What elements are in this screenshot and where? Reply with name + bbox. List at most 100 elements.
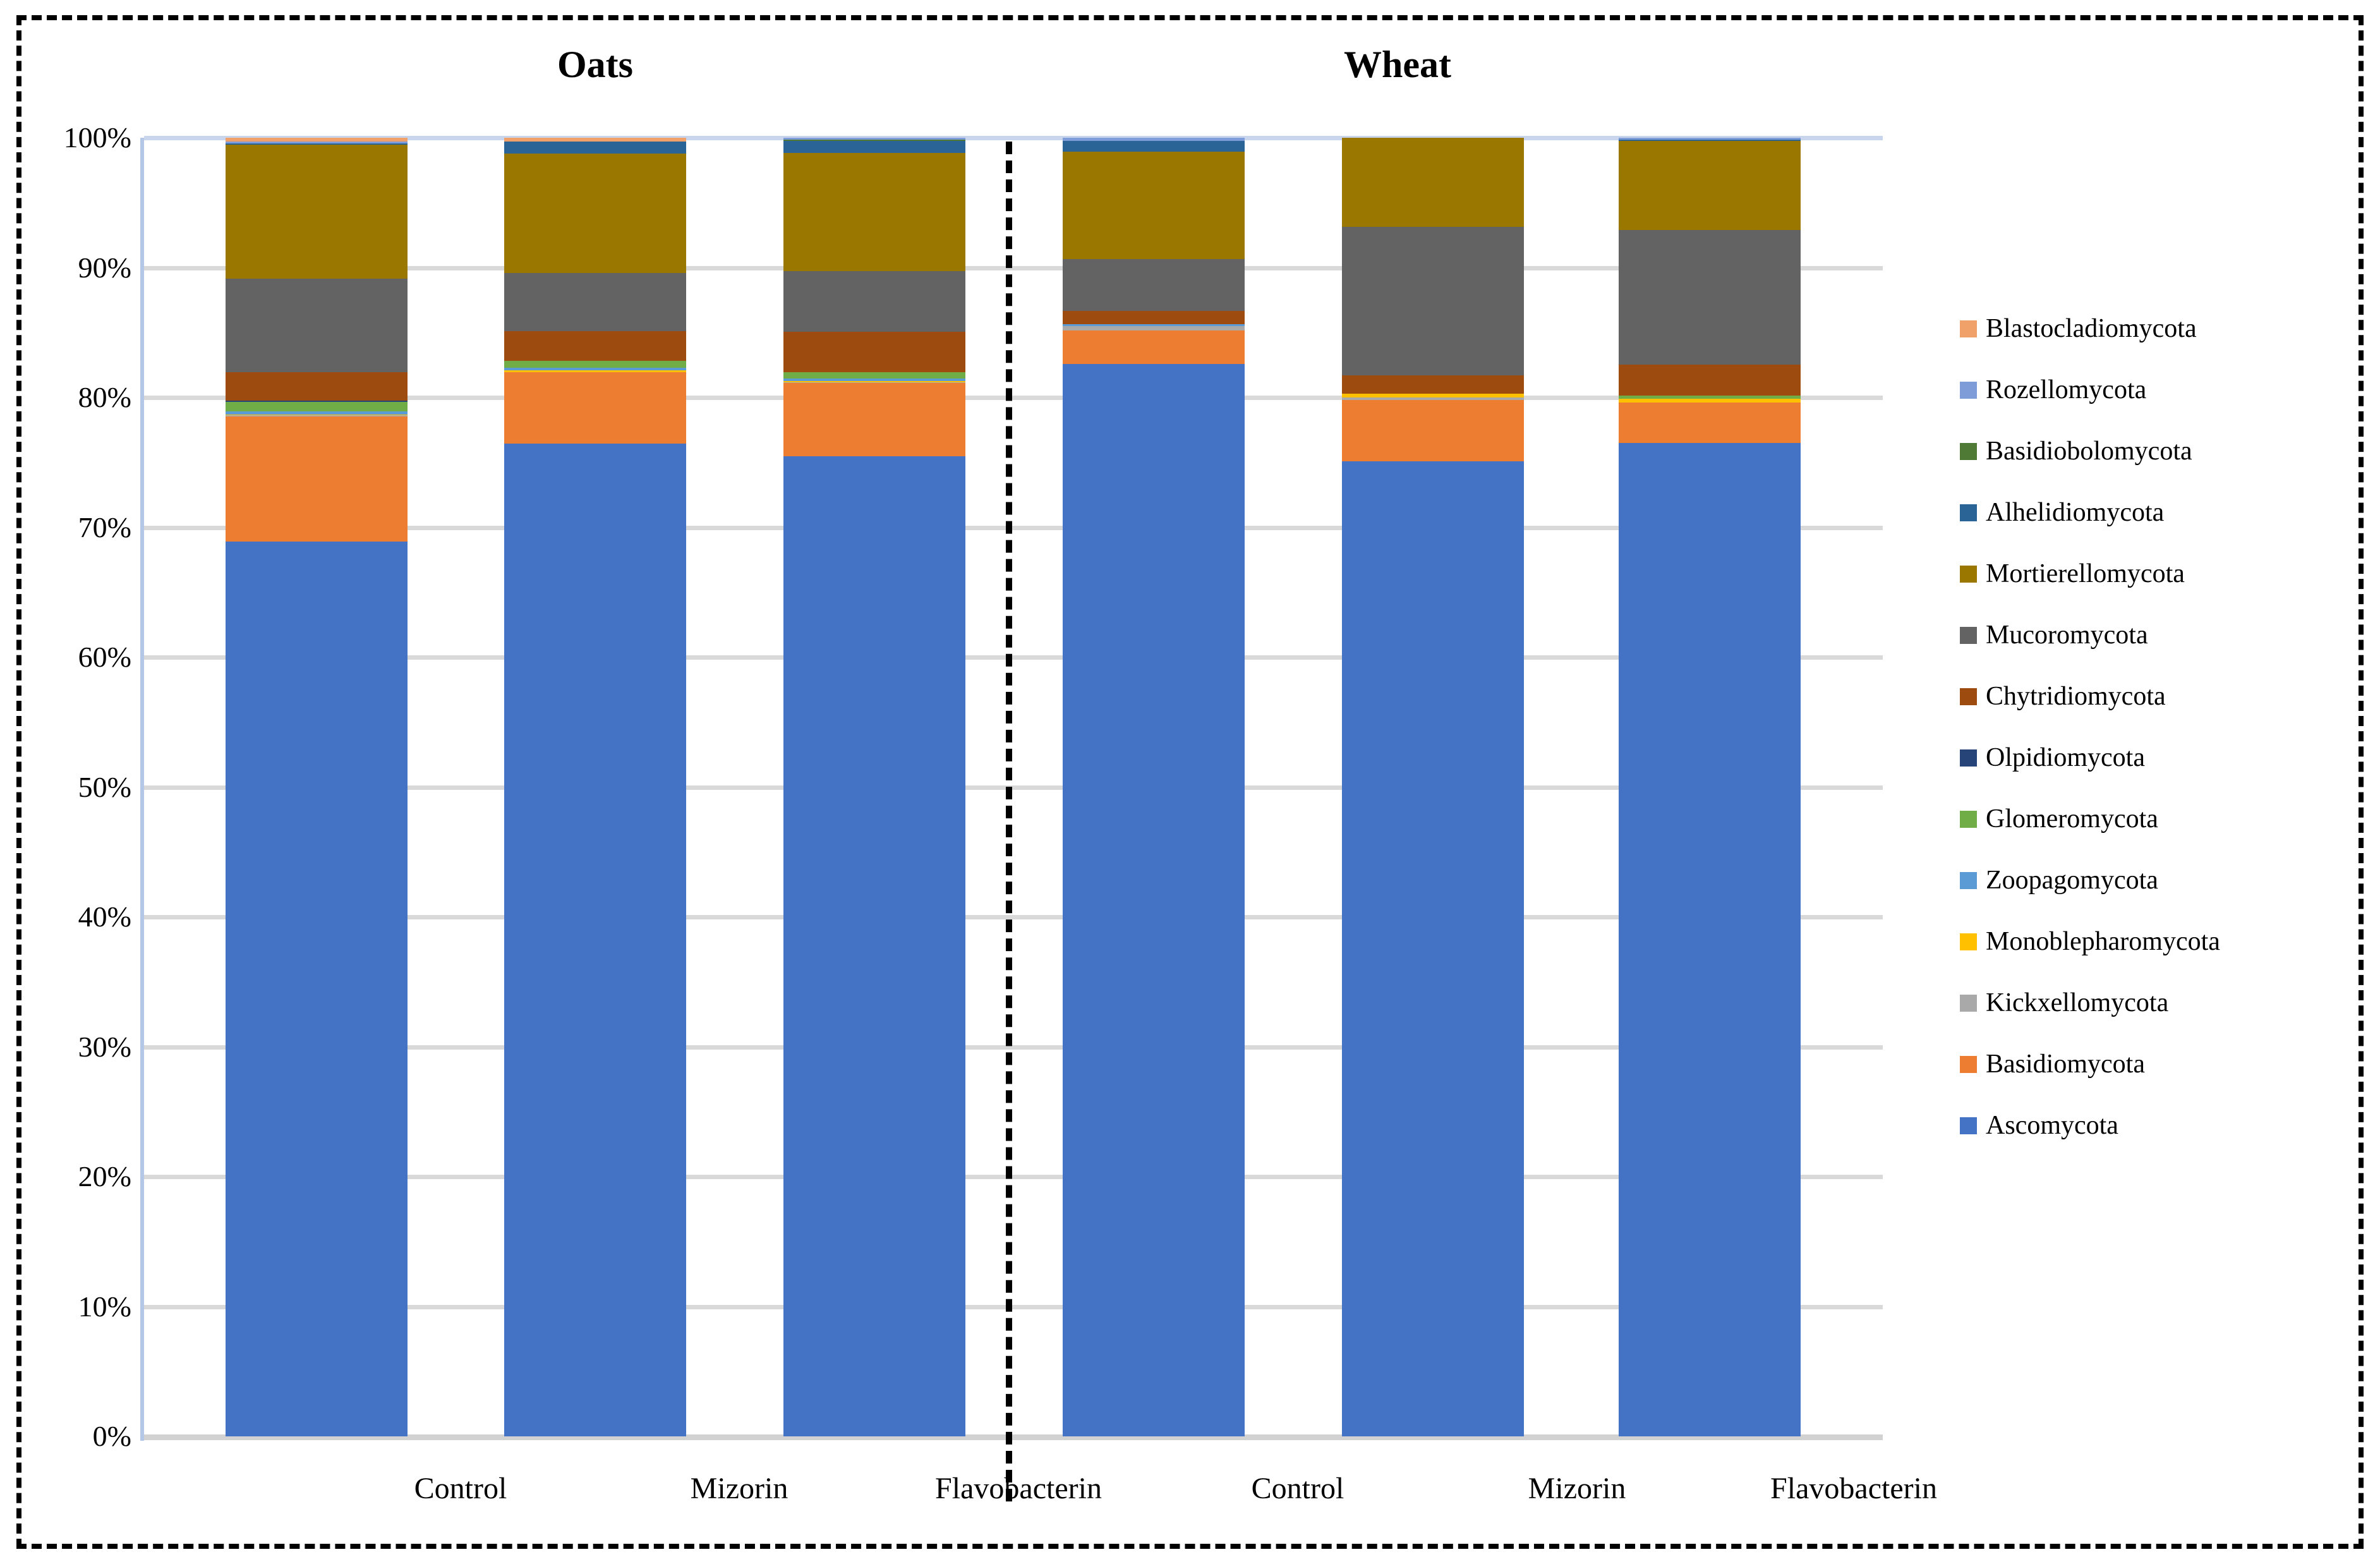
- segment-mucoromycota: [1619, 229, 1801, 365]
- segment-rozellomycota: [783, 138, 965, 140]
- y-tick-label-40: 40%: [78, 900, 131, 933]
- legend-item-olpidiomycota: Olpidiomycota: [1960, 743, 2145, 772]
- y-tick-label-100: 100%: [63, 121, 131, 154]
- segment-ascomycota: [226, 542, 408, 1436]
- y-tick-label-80: 80%: [78, 381, 131, 413]
- legend-item-zoopagomycota: Zoopagomycota: [1960, 866, 2158, 895]
- segment-glomeromycota: [1619, 395, 1801, 399]
- group-divider-dashed-line: [1006, 142, 1012, 1501]
- segment-mortierellomycota: [1619, 141, 1801, 230]
- segment-alhelidiomycota: [226, 143, 408, 145]
- legend-swatch-icon: [1960, 871, 1977, 889]
- y-tick-label-90: 90%: [78, 252, 131, 284]
- segment-ascomycota: [504, 443, 686, 1436]
- gridline-100: [144, 136, 1883, 140]
- segment-rozellomycota: [226, 142, 408, 144]
- segment-mucoromycota: [783, 270, 965, 332]
- legend-swatch-icon: [1960, 1117, 1977, 1134]
- legend-label: Glomeromycota: [1986, 804, 2158, 834]
- segment-basidiomycota: [1063, 330, 1245, 364]
- segment-ascomycota: [1063, 363, 1245, 1436]
- category-label-1-control: Control: [414, 1472, 507, 1505]
- segment-mucoromycota: [1063, 259, 1245, 312]
- legend-swatch-icon: [1960, 1055, 1977, 1073]
- gridline-20: [144, 1175, 1883, 1179]
- segment-mortierellomycota: [1342, 138, 1524, 227]
- legend-label: Blastocladiomycota: [1986, 314, 2197, 343]
- segment-alhelidiomycota: [504, 142, 686, 154]
- segment-monoblepharomycota: [783, 381, 965, 383]
- gridline-70: [144, 526, 1883, 530]
- legend-label: Mucoromycota: [1986, 621, 2148, 650]
- legend-swatch-icon: [1960, 504, 1977, 521]
- legend-item-basidiomycota: Basidiomycota: [1960, 1050, 2145, 1079]
- segment-ascomycota: [783, 456, 965, 1436]
- legend-label: Chytridiomycota: [1986, 682, 2166, 711]
- legend-label: Kickxellomycota: [1986, 988, 2169, 1017]
- segment-rozellomycota: [1619, 138, 1801, 140]
- stacked-bar-oats-mizorin: [504, 138, 686, 1436]
- legend-item-kickxellomycota: Kickxellomycota: [1960, 988, 2169, 1017]
- segment-kickxellomycota: [783, 382, 965, 384]
- legend-swatch-icon: [1960, 688, 1977, 705]
- segment-blastocladiomycota: [226, 138, 408, 142]
- legend-item-mortierellomycota: Mortierellomycota: [1960, 559, 2185, 588]
- gridline-80: [144, 396, 1883, 400]
- legend-label: Ascomycota: [1986, 1111, 2118, 1140]
- stacked-bar-wheat-control: [1063, 138, 1245, 1436]
- segment-mortierellomycota: [226, 145, 408, 279]
- legend-label: Olpidiomycota: [1986, 743, 2145, 772]
- legend-label: Zoopagomycota: [1986, 866, 2158, 895]
- legend-item-rozellomycota: Rozellomycota: [1960, 377, 2146, 403]
- segment-zoopagomycota: [1063, 324, 1245, 326]
- segment-monoblepharomycota: [1342, 393, 1524, 397]
- plot-area: [144, 136, 1883, 1440]
- y-tick-label-10: 10%: [78, 1290, 131, 1323]
- legend-swatch-icon: [1960, 565, 1977, 583]
- segment-basidiomycota: [783, 383, 965, 457]
- legend-swatch-icon: [1960, 810, 1977, 828]
- gridline-50: [144, 785, 1883, 790]
- segment-alhelidiomycota: [1619, 140, 1801, 142]
- stacked-bar-oats-flavobacterin: [783, 138, 965, 1436]
- category-label-4-control: Control: [1251, 1472, 1344, 1505]
- segment-mortierellomycota: [1063, 151, 1245, 260]
- legend-swatch-icon: [1960, 933, 1977, 950]
- segment-zoopagomycota: [783, 379, 965, 382]
- legend-swatch-icon: [1960, 626, 1977, 644]
- segment-ascomycota: [1342, 461, 1524, 1436]
- legend-item-blastocladiomycota: Blastocladiomycota: [1960, 314, 2197, 343]
- gridline-60: [144, 655, 1883, 660]
- segment-glomeromycota: [783, 372, 965, 379]
- gridline-90: [144, 266, 1883, 270]
- segment-alhelidiomycota: [783, 141, 965, 153]
- category-label-3-flavobacterin: Flavobacterin: [935, 1472, 1102, 1505]
- gridline-10: [144, 1305, 1883, 1309]
- legend-label: Mortierellomycota: [1986, 559, 2185, 588]
- segment-mucoromycota: [226, 278, 408, 372]
- legend-label: Basidiomycota: [1986, 1050, 2145, 1079]
- segment-basidiomycota: [504, 372, 686, 444]
- y-tick-label-70: 70%: [78, 511, 131, 543]
- segment-alhelidiomycota: [1063, 141, 1245, 152]
- y-tick-label-50: 50%: [78, 771, 131, 803]
- segment-olpidiomycota: [226, 401, 408, 403]
- legend-swatch-icon: [1960, 320, 1977, 337]
- gridline-40: [144, 915, 1883, 919]
- segment-basidiomycota: [1342, 400, 1524, 461]
- segment-chytridiomycota: [783, 332, 965, 372]
- y-tick-label-20: 20%: [78, 1160, 131, 1192]
- group-title-oats: Oats: [557, 44, 633, 85]
- segment-monoblepharomycota: [504, 370, 686, 372]
- segment-kickxellomycota: [1063, 325, 1245, 331]
- legend-swatch-icon: [1960, 994, 1977, 1012]
- segment-basidiomycota: [1619, 403, 1801, 443]
- category-label-2-mizorin: Mizorin: [690, 1472, 788, 1505]
- segment-rozellomycota: [1063, 138, 1245, 142]
- segment-chytridiomycota: [1342, 375, 1524, 394]
- segment-blastocladiomycota: [504, 138, 686, 142]
- segment-chytridiomycota: [504, 331, 686, 361]
- legend-item-chytridiomycota: Chytridiomycota: [1960, 682, 2166, 711]
- segment-mortierellomycota: [783, 152, 965, 271]
